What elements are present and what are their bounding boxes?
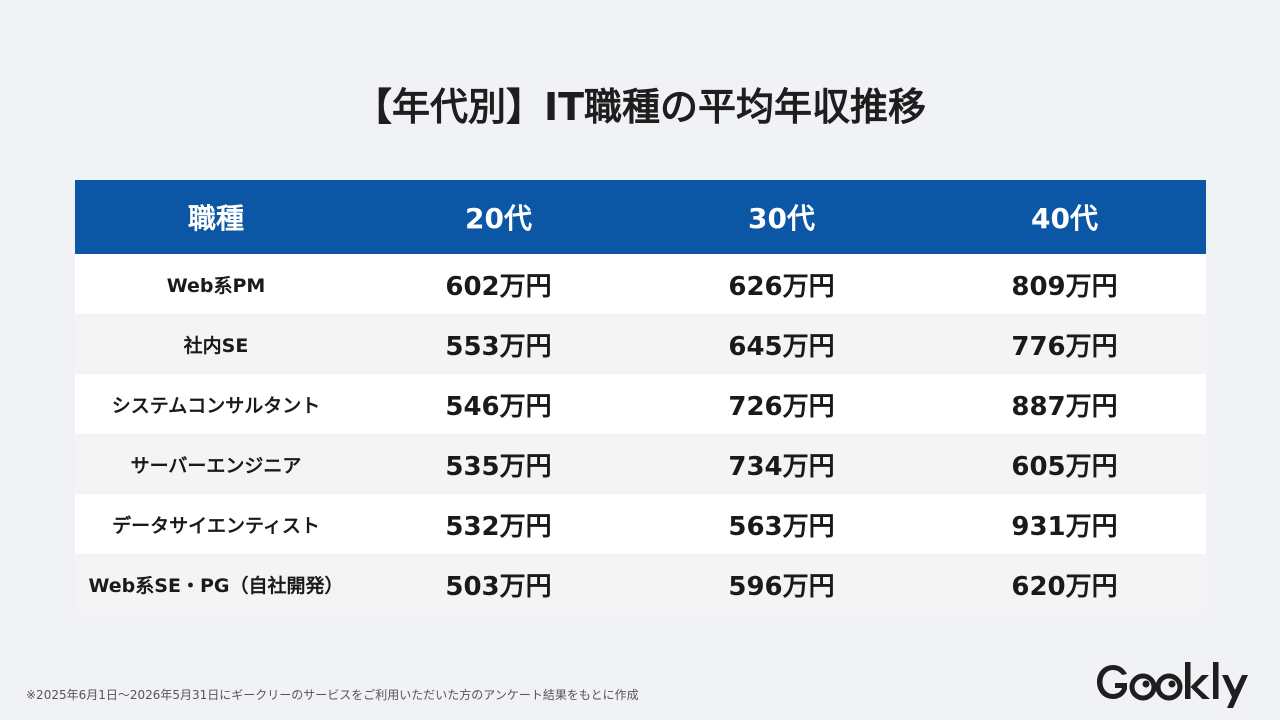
table-header-row: 職種 20代 30代 40代 bbox=[75, 180, 1206, 254]
table-row: Web系PM 602万円 626万円 809万円 bbox=[75, 254, 1206, 314]
salary-20s-cell: 532万円 bbox=[357, 494, 640, 554]
salary-30s-cell: 726万円 bbox=[640, 374, 923, 434]
salary-30s-cell: 645万円 bbox=[640, 314, 923, 374]
table-row: Web系SE・PG（自社開発） 503万円 596万円 620万円 bbox=[75, 554, 1206, 614]
salary-20s-cell: 503万円 bbox=[357, 554, 640, 614]
salary-40s-cell: 605万円 bbox=[923, 434, 1206, 494]
salary-table: 職種 20代 30代 40代 Web系PM 602万円 626万円 809万円 … bbox=[75, 180, 1206, 614]
table-row: システムコンサルタント 546万円 726万円 887万円 bbox=[75, 374, 1206, 434]
header-20s: 20代 bbox=[357, 180, 640, 254]
salary-30s-cell: 563万円 bbox=[640, 494, 923, 554]
header-job-type: 職種 bbox=[75, 180, 357, 254]
job-type-cell: Web系SE・PG（自社開発） bbox=[75, 554, 357, 614]
salary-40s-cell: 776万円 bbox=[923, 314, 1206, 374]
salary-40s-cell: 620万円 bbox=[923, 554, 1206, 614]
survey-footnote: ※2025年6月1日〜2026年5月31日にギークリーのサービスをご利用いただい… bbox=[26, 688, 639, 702]
job-type-cell: データサイエンティスト bbox=[75, 494, 357, 554]
salary-40s-cell: 809万円 bbox=[923, 254, 1206, 314]
page-title: 【年代別】IT職種の平均年収推移 bbox=[353, 85, 927, 129]
geekly-logo bbox=[1094, 656, 1264, 716]
table-row: データサイエンティスト 532万円 563万円 931万円 bbox=[75, 494, 1206, 554]
header-30s: 30代 bbox=[640, 180, 923, 254]
salary-20s-cell: 535万円 bbox=[357, 434, 640, 494]
salary-20s-cell: 553万円 bbox=[357, 314, 640, 374]
salary-table-container: 職種 20代 30代 40代 Web系PM 602万円 626万円 809万円 … bbox=[75, 180, 1206, 614]
geekly-logo-mark bbox=[1097, 662, 1248, 708]
job-type-cell: Web系PM bbox=[75, 254, 357, 314]
header-40s: 40代 bbox=[923, 180, 1206, 254]
table-row: サーバーエンジニア 535万円 734万円 605万円 bbox=[75, 434, 1206, 494]
salary-40s-cell: 887万円 bbox=[923, 374, 1206, 434]
salary-30s-cell: 596万円 bbox=[640, 554, 923, 614]
job-type-cell: サーバーエンジニア bbox=[75, 434, 357, 494]
salary-20s-cell: 602万円 bbox=[357, 254, 640, 314]
table-row: 社内SE 553万円 645万円 776万円 bbox=[75, 314, 1206, 374]
salary-30s-cell: 734万円 bbox=[640, 434, 923, 494]
job-type-cell: 社内SE bbox=[75, 314, 357, 374]
job-type-cell: システムコンサルタント bbox=[75, 374, 357, 434]
salary-30s-cell: 626万円 bbox=[640, 254, 923, 314]
salary-20s-cell: 546万円 bbox=[357, 374, 640, 434]
salary-40s-cell: 931万円 bbox=[923, 494, 1206, 554]
